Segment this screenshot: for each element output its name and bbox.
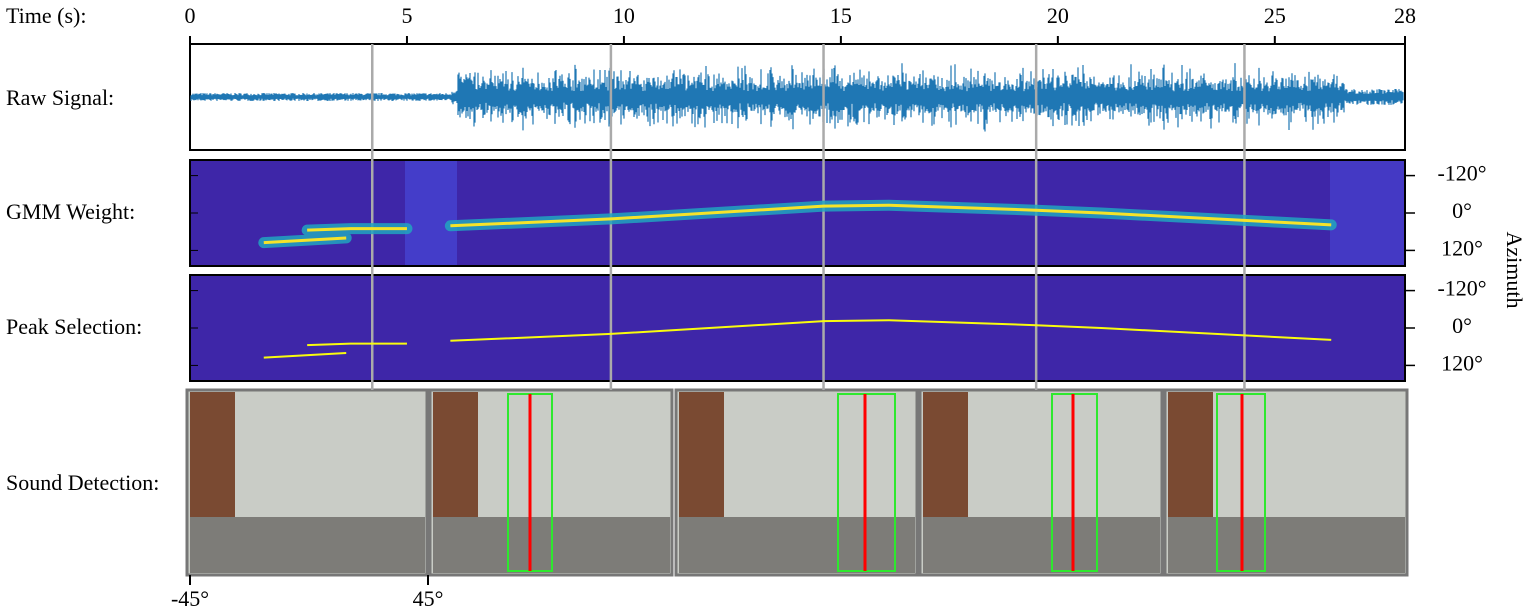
frames: [185, 388, 1409, 577]
row-label: Sound Detection:: [6, 470, 159, 495]
gmm-band-core: [263, 203, 1332, 245]
time-tick-label: 25: [1264, 3, 1286, 28]
angle-tick-label: 45°: [413, 586, 444, 611]
azimuth-tick-label: -120°: [1437, 276, 1486, 301]
angle-tick-label: -45°: [171, 586, 209, 611]
azimuth-tick-label: 120°: [1441, 235, 1483, 260]
azimuth-tick-label: 0°: [1452, 198, 1472, 223]
row-label: GMM Weight:: [6, 199, 135, 224]
frame: [674, 388, 919, 577]
frame: [1163, 388, 1409, 577]
azimuth-label: Azimuth: [1502, 232, 1527, 309]
time-axis-label: Time (s):: [6, 3, 86, 28]
peak-panel: [189, 274, 1406, 382]
row-label: Raw Signal:: [6, 85, 114, 110]
azimuth-tick-label: 120°: [1441, 350, 1483, 375]
time-tick-label: 20: [1047, 3, 1069, 28]
gmm-shade: [1330, 161, 1404, 265]
row-label: Peak Selection:: [6, 314, 142, 339]
time-tick-label: 15: [830, 3, 852, 28]
azimuth-tick-label: 0°: [1452, 313, 1472, 338]
waveform-group: [190, 63, 1404, 132]
peak-line: [263, 319, 1332, 359]
azimuth-tick-label: -120°: [1437, 161, 1486, 186]
time-tick-label: 10: [613, 3, 635, 28]
time-tick-label: 5: [401, 3, 412, 28]
gmm-shade: [405, 161, 457, 265]
waveform: [190, 63, 1404, 132]
frame: [918, 388, 1164, 577]
frame: [428, 388, 674, 577]
time-tick-label: 28: [1394, 3, 1416, 28]
frame: [185, 388, 429, 577]
time-tick-label: 0: [185, 3, 196, 28]
